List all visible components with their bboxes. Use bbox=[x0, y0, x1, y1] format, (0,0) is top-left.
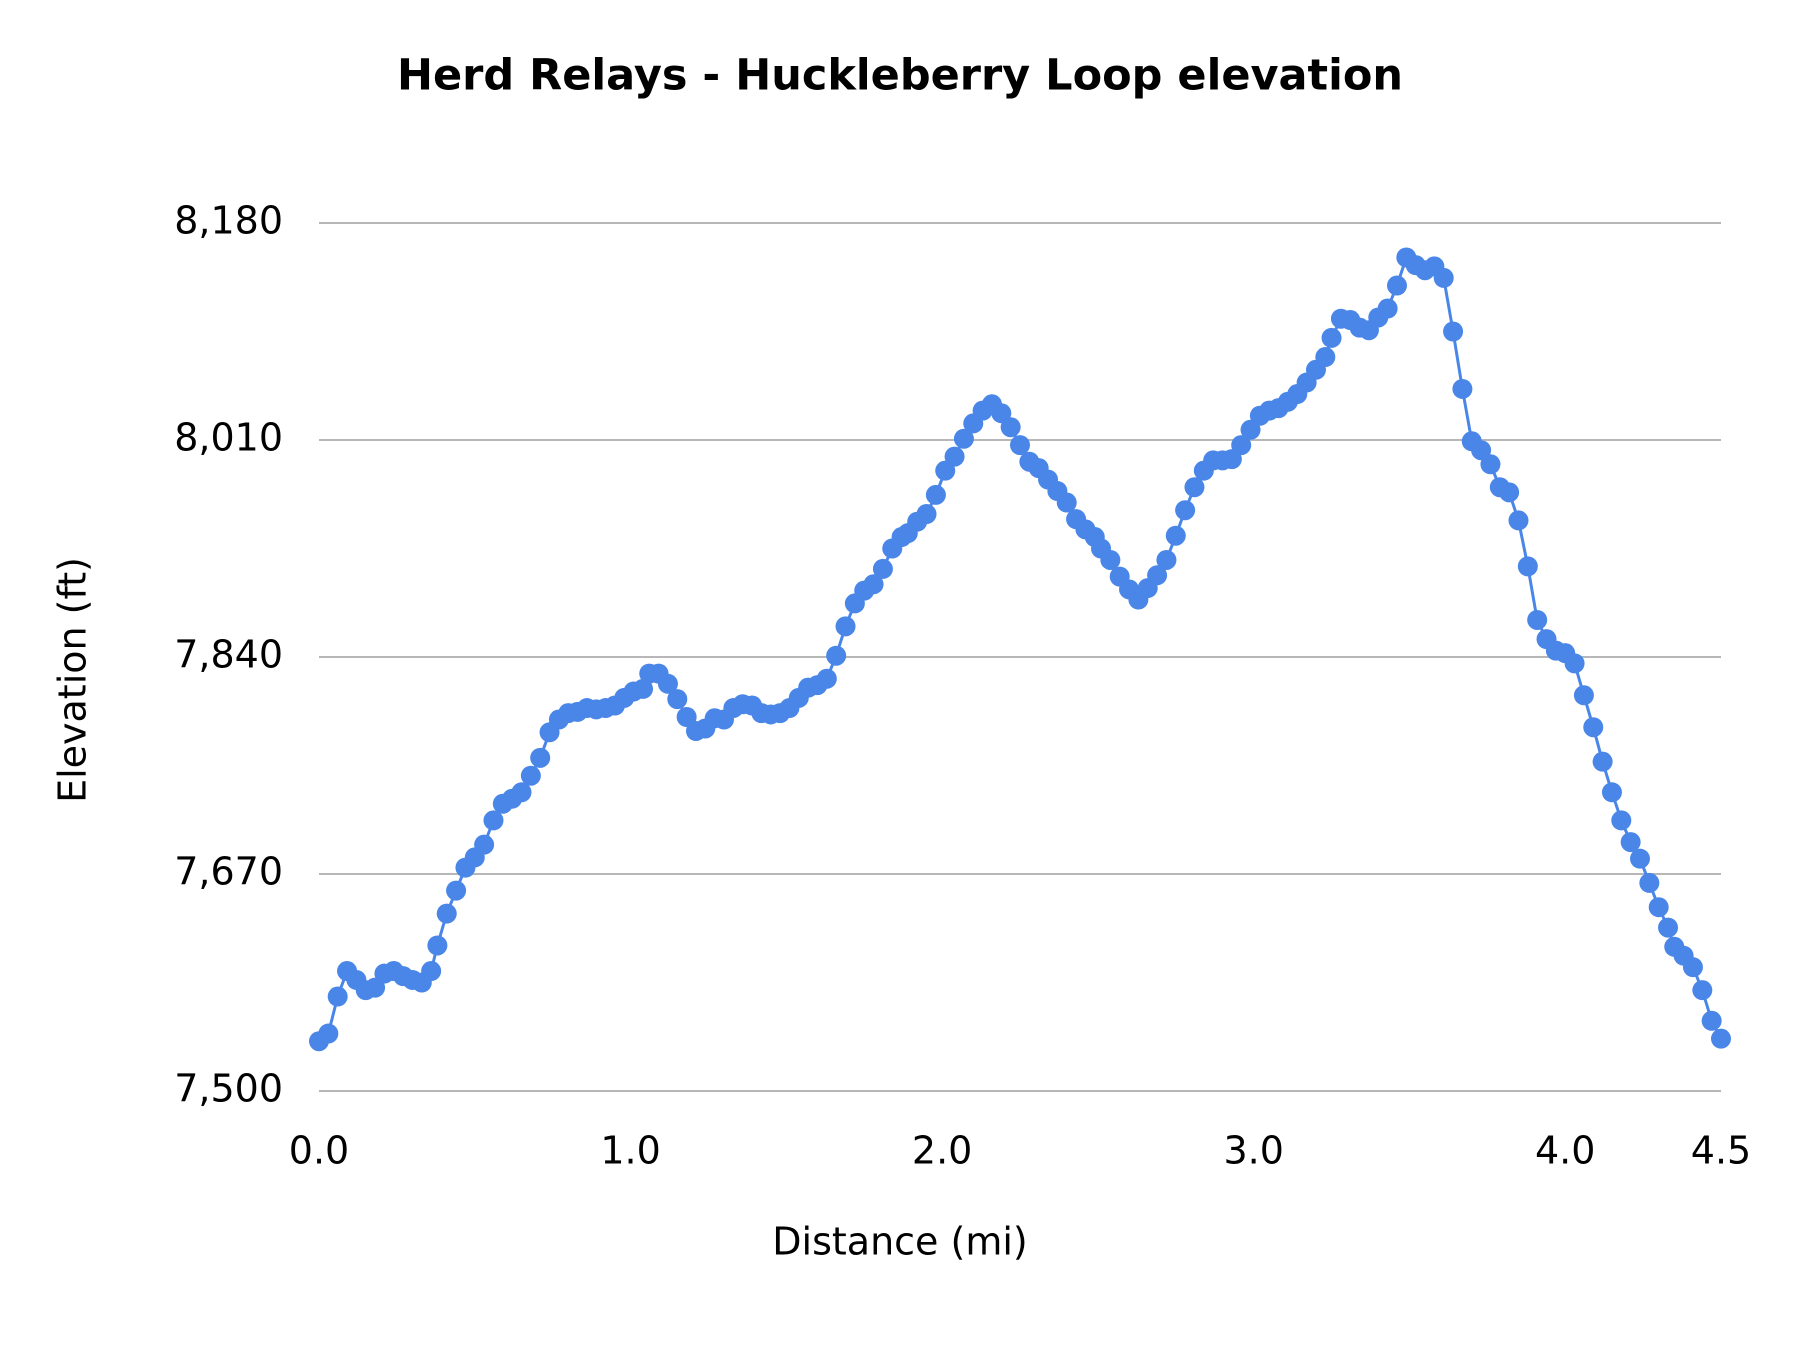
data-point bbox=[1564, 653, 1585, 674]
data-point bbox=[1377, 298, 1398, 319]
data-point bbox=[1433, 267, 1454, 288]
y-tick-label: 7,670 bbox=[174, 850, 283, 894]
data-point bbox=[327, 986, 348, 1007]
y-tick-label: 8,010 bbox=[174, 416, 283, 460]
data-point bbox=[1147, 565, 1168, 586]
data-point bbox=[1517, 556, 1538, 577]
data-point bbox=[1452, 378, 1473, 399]
data-point bbox=[1639, 872, 1660, 893]
x-tick-label: 2.0 bbox=[912, 1129, 972, 1173]
data-point bbox=[816, 668, 837, 689]
x-tick-label: 4.0 bbox=[1535, 1129, 1595, 1173]
data-point bbox=[421, 961, 442, 982]
data-point bbox=[1156, 549, 1177, 570]
data-point bbox=[1527, 609, 1548, 630]
data-point bbox=[953, 428, 974, 449]
data-point bbox=[1692, 980, 1713, 1001]
data-point bbox=[1701, 1010, 1722, 1031]
data-point bbox=[1100, 549, 1121, 570]
data-point bbox=[925, 484, 946, 505]
data-point bbox=[944, 446, 965, 467]
data-point bbox=[365, 977, 386, 998]
data-point bbox=[483, 810, 504, 831]
data-point bbox=[1629, 848, 1650, 869]
data-point bbox=[1471, 440, 1492, 461]
data-point bbox=[530, 747, 551, 768]
data-point bbox=[520, 765, 541, 786]
data-point bbox=[835, 616, 856, 637]
data-point bbox=[1682, 957, 1703, 978]
data-point bbox=[1601, 782, 1622, 803]
data-point bbox=[1573, 685, 1594, 706]
data-point bbox=[1620, 832, 1641, 853]
data-point bbox=[511, 782, 532, 803]
data-point bbox=[474, 834, 495, 855]
data-point bbox=[657, 673, 678, 694]
x-tick-label: 4.5 bbox=[1691, 1129, 1751, 1173]
x-tick-label: 0.0 bbox=[289, 1129, 349, 1173]
data-point bbox=[1583, 717, 1604, 738]
data-point bbox=[676, 706, 697, 727]
data-point bbox=[935, 460, 956, 481]
y-tick-label: 7,840 bbox=[174, 633, 283, 677]
x-tick-label: 3.0 bbox=[1223, 1129, 1283, 1173]
data-point bbox=[1499, 482, 1520, 503]
data-point bbox=[1010, 435, 1030, 456]
data-point bbox=[1648, 897, 1669, 918]
y-tick-label: 8,180 bbox=[174, 199, 283, 243]
x-tick-label: 1.0 bbox=[600, 1129, 660, 1173]
data-point bbox=[1231, 435, 1252, 456]
data-point bbox=[667, 689, 688, 710]
data-point bbox=[1221, 449, 1242, 470]
data-point bbox=[633, 678, 654, 699]
data-point bbox=[826, 645, 847, 666]
data-point bbox=[427, 935, 448, 956]
data-point bbox=[1508, 510, 1529, 531]
data-point bbox=[446, 880, 467, 901]
data-point bbox=[1184, 477, 1205, 498]
data-point bbox=[863, 574, 884, 595]
data-point bbox=[1321, 327, 1342, 348]
data-point bbox=[1443, 321, 1464, 342]
data-point bbox=[318, 1023, 339, 1044]
data-point bbox=[436, 903, 457, 924]
data-point bbox=[916, 504, 937, 525]
x-axis-title: Distance (mi) bbox=[772, 1220, 1027, 1264]
data-point bbox=[1175, 500, 1196, 521]
data-point bbox=[1165, 525, 1186, 546]
y-axis-title: Elevation (ft) bbox=[51, 557, 95, 803]
data-point bbox=[1711, 1028, 1731, 1049]
data-point bbox=[1000, 417, 1021, 438]
data-point bbox=[1386, 275, 1407, 296]
data-point bbox=[1315, 347, 1336, 368]
data-point bbox=[872, 558, 893, 579]
y-tick-label: 7,500 bbox=[174, 1067, 283, 1111]
data-point bbox=[1240, 419, 1261, 440]
data-point bbox=[991, 403, 1012, 424]
data-point bbox=[1658, 917, 1679, 938]
data-point bbox=[1480, 454, 1501, 475]
data-point bbox=[1592, 751, 1613, 772]
chart-title: Herd Relays - Huckleberry Loop elevation bbox=[397, 51, 1403, 101]
data-point bbox=[1611, 810, 1632, 831]
data-point bbox=[1056, 492, 1077, 513]
